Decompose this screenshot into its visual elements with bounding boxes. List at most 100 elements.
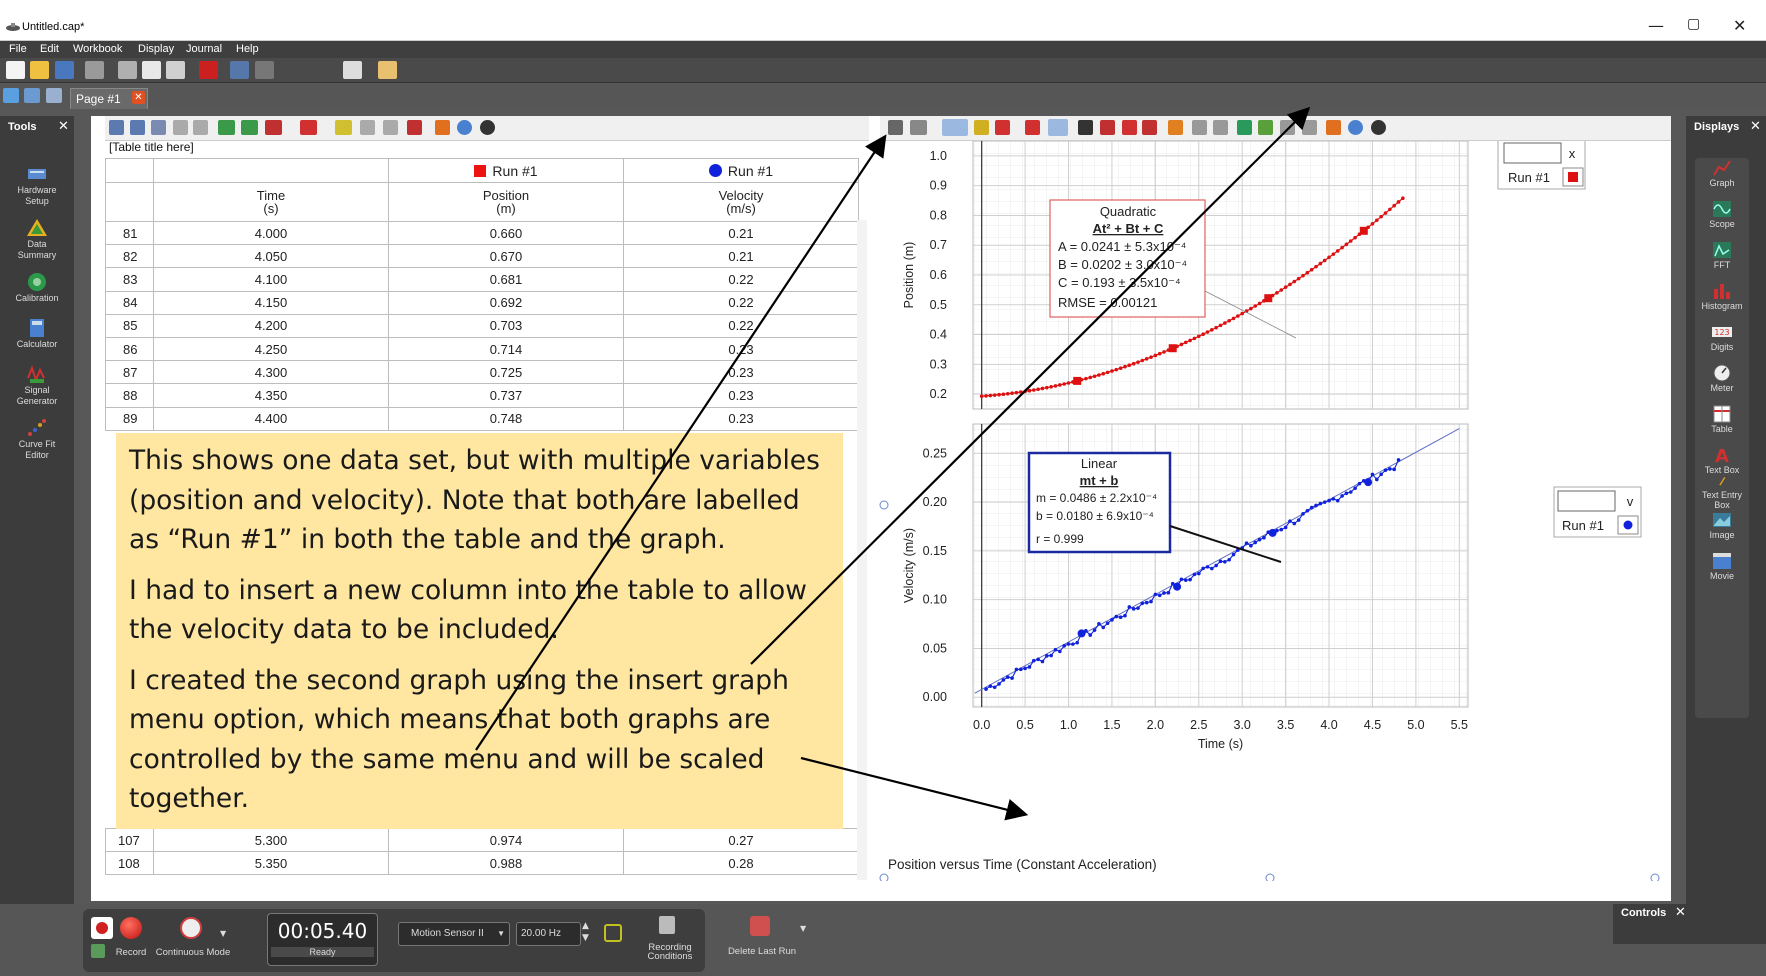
controls-close-icon[interactable]: ✕ xyxy=(1675,905,1686,920)
table-row[interactable]: 89 4.400 0.748 0.23 xyxy=(105,406,859,431)
quadratic-fit-box[interactable]: Quadratic At² + Bt + C A = 0.0241 ± 5.3x… xyxy=(1049,199,1206,318)
pin-icon[interactable] xyxy=(435,120,450,135)
annotation-text-icon[interactable] xyxy=(1122,120,1137,135)
display-graph[interactable]: Graph xyxy=(1695,158,1749,188)
recording-conditions-icon[interactable] xyxy=(659,916,675,934)
column-header-position[interactable]: Position (m) xyxy=(388,182,624,222)
tool-data-summary[interactable]: Data Summary xyxy=(0,218,74,260)
page-icon[interactable] xyxy=(46,88,62,103)
highlight-icon[interactable] xyxy=(335,120,352,135)
display-digits[interactable]: 123 Digits xyxy=(1695,322,1749,352)
new-file-icon[interactable] xyxy=(6,61,25,79)
insert-column-icon[interactable] xyxy=(130,120,145,135)
statistics-icon[interactable] xyxy=(300,120,317,135)
position-legend[interactable]: x Run #1 xyxy=(1497,141,1586,190)
displays-close-icon[interactable]: ✕ xyxy=(1750,119,1761,134)
save-icon[interactable] xyxy=(55,61,74,79)
data-dropdown-icon[interactable] xyxy=(910,120,927,135)
resize-handle[interactable] xyxy=(1265,873,1275,881)
insert-row-icon[interactable] xyxy=(109,120,124,135)
linear-fit-box[interactable]: Linear mt + b m = 0.0486 ± 2.2x10⁻⁴ b = … xyxy=(1027,451,1172,554)
select-run-icon[interactable] xyxy=(942,119,968,136)
undo-icon[interactable] xyxy=(230,61,249,79)
journal-icon[interactable] xyxy=(378,61,397,79)
tool-curve-fit-editor[interactable]: Curve Fit Editor xyxy=(0,418,74,460)
graph-properties-gear-icon[interactable] xyxy=(1348,120,1363,135)
row-numbers-icon[interactable] xyxy=(265,120,282,135)
velocity-plot-area[interactable]: 0.00 0.05 0.10 0.15 0.20 0.25 Velocity (m/s) xyxy=(902,423,1469,708)
table-row[interactable]: 107 5.300 0.974 0.27 xyxy=(105,828,859,852)
sync-icon[interactable] xyxy=(604,924,622,942)
mode-dropdown-icon[interactable]: ▼ xyxy=(220,929,227,938)
display-histogram[interactable]: Histogram xyxy=(1695,281,1749,311)
velocity-legend[interactable]: v Run #1 xyxy=(1553,486,1642,538)
sensor-select[interactable]: Motion Sensor II ▼ xyxy=(398,922,510,946)
menu-display[interactable]: Display xyxy=(138,43,175,55)
run-header-velocity[interactable]: Run #1 xyxy=(623,158,859,183)
tool-calculator[interactable]: Calculator xyxy=(0,318,74,349)
table-row[interactable]: 83 4.100 0.681 0.22 xyxy=(105,267,859,292)
table-row[interactable]: 81 4.000 0.660 0.21 xyxy=(105,220,859,246)
graph-pin-icon[interactable] xyxy=(1326,120,1341,135)
display-movie[interactable]: Movie xyxy=(1695,551,1749,581)
sampling-mode-icon[interactable] xyxy=(91,917,113,939)
run-header-position[interactable]: Run #1 xyxy=(388,158,624,183)
number-format-icon[interactable] xyxy=(218,120,235,135)
remove-row-icon[interactable] xyxy=(173,120,188,135)
rate-stepper[interactable]: ▲ ▼ xyxy=(582,921,589,943)
tool-hardware-setup[interactable]: Hardware Setup xyxy=(0,164,74,206)
delete-column-icon[interactable] xyxy=(407,120,422,135)
fill-column-icon[interactable] xyxy=(383,120,398,135)
delete-last-run-icon[interactable] xyxy=(750,916,770,936)
area-icon[interactable] xyxy=(1025,120,1040,135)
scale-to-fit-icon[interactable] xyxy=(888,120,903,135)
paste-icon[interactable] xyxy=(166,61,185,79)
print-icon[interactable] xyxy=(85,61,104,79)
column-header-velocity[interactable]: Velocity (m/s) xyxy=(623,182,859,222)
highlight-data-icon[interactable] xyxy=(974,120,989,135)
menu-help[interactable]: Help xyxy=(236,43,259,55)
time-axis[interactable]: 0.0 0.5 1.0 1.5 2.0 2.5 3.0 3.5 4.0 4.5 5.0 5.5 Time… xyxy=(973,718,1468,751)
duplicate-plot-icon[interactable] xyxy=(1302,120,1317,135)
remove-plot-icon[interactable] xyxy=(1280,120,1295,135)
column-header-time[interactable]: Time (s) xyxy=(153,182,389,222)
table-row[interactable]: 82 4.050 0.670 0.21 xyxy=(105,244,859,269)
graph-caption[interactable]: Position versus Time (Constant Accelerat… xyxy=(888,857,1157,872)
display-image[interactable]: Image xyxy=(1695,510,1749,540)
table-scrollbar[interactable] xyxy=(857,220,867,880)
show-hide-eye-icon[interactable] xyxy=(480,120,495,135)
tool-calibration[interactable]: Calibration xyxy=(0,272,74,303)
cut-icon[interactable] xyxy=(118,61,137,79)
delete-dropdown-icon[interactable]: ▼ xyxy=(800,924,807,933)
remove-column-icon[interactable] xyxy=(193,120,208,135)
table-row[interactable]: 86 4.250 0.714 0.23 xyxy=(105,336,859,362)
display-text-box[interactable]: A Text Box xyxy=(1704,446,1740,475)
camera-icon[interactable] xyxy=(343,61,362,79)
restore-button[interactable]: ▢ xyxy=(1687,16,1701,32)
legend-variable-field-v[interactable] xyxy=(1557,490,1616,512)
display-table[interactable]: Table xyxy=(1695,404,1749,434)
table-row[interactable]: 87 4.300 0.725 0.23 xyxy=(105,360,859,385)
resize-handle[interactable] xyxy=(1650,873,1660,881)
add-line-icon[interactable] xyxy=(1142,120,1157,135)
table-row[interactable]: 84 4.150 0.692 0.22 xyxy=(105,290,859,315)
menu-workbook[interactable]: Workbook xyxy=(73,43,123,55)
live-data-icon[interactable] xyxy=(91,944,105,958)
clear-icon[interactable] xyxy=(360,120,375,135)
copy-icon[interactable] xyxy=(142,61,161,79)
gear-icon[interactable] xyxy=(24,88,40,103)
display-text-entry-box[interactable]: Text Entry Box xyxy=(1695,476,1749,510)
table-row[interactable]: 108 5.350 0.988 0.28 xyxy=(105,851,859,875)
display-meter[interactable]: Meter xyxy=(1695,363,1749,393)
tool-signal-generator[interactable]: Signal Generator xyxy=(0,364,74,406)
decimal-places-icon[interactable] xyxy=(241,120,258,135)
close-window-button[interactable]: ✕ xyxy=(1733,16,1747,35)
display-scope[interactable]: Scope xyxy=(1695,199,1749,229)
menu-file[interactable]: File xyxy=(9,43,27,55)
remove-coordinates-icon[interactable] xyxy=(1213,120,1228,135)
coordinates-tool-icon[interactable] xyxy=(1078,120,1093,135)
properties-gear-icon[interactable] xyxy=(457,120,472,135)
display-fft[interactable]: FFT xyxy=(1695,240,1749,270)
sigma-statistics-icon[interactable] xyxy=(995,120,1010,135)
